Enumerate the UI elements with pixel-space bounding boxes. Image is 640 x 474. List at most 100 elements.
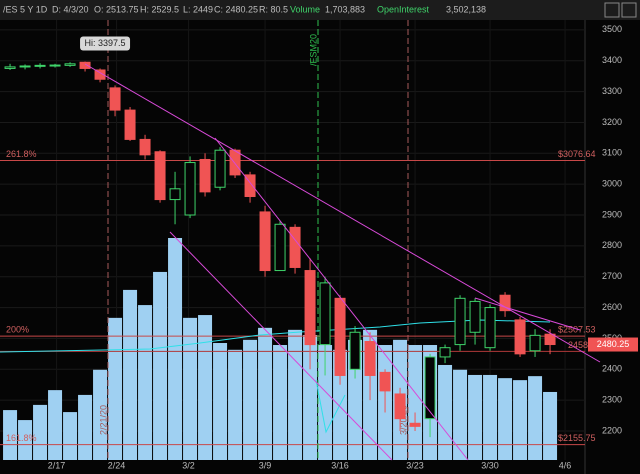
header-bar [0,0,640,20]
candle-body [364,341,376,376]
candle-body [544,333,556,346]
y-tick-label: 2900 [602,209,622,219]
y-tick-label: 2200 [602,425,622,435]
x-tick-label: 3/16 [331,460,349,470]
marker-label: 2/21/20 [98,405,108,435]
volume-bar [438,364,453,460]
trendline [214,137,469,461]
candle-body [529,334,541,352]
candle-body [394,393,406,420]
candle-body [409,422,421,427]
x-tick-label: 2/24 [108,460,126,470]
hdr-low: L: 2449 [183,4,213,14]
volume-bar [258,327,273,460]
candle-body [289,226,301,268]
candle-body [319,282,331,346]
y-tick-label: 3500 [602,24,622,34]
y-tick-label: 2700 [602,271,622,281]
volume-bar [483,374,498,460]
symbol: /ES 5 Y 1D [3,4,48,14]
y-tick-label: 2400 [602,364,622,374]
candle-body [244,174,256,197]
volume-bar [453,369,468,460]
hdr-oi-label: OpenInterest [377,4,430,14]
volume-bar [513,380,528,460]
candle-body [34,64,46,67]
candle-body [349,331,361,370]
price-tag: 2480.25 [597,339,630,349]
expand-icon[interactable] [621,2,637,18]
candle-body [484,307,496,349]
candle-body [49,64,61,67]
volume-bar [198,315,213,460]
candle-body [109,87,121,111]
x-tick-label: 4/6 [559,460,572,470]
volume-bar [318,345,333,460]
x-tick-label: 3/30 [481,460,499,470]
marker-label: /ESM20 [308,34,318,66]
trendline [169,231,393,461]
volume-bar [543,391,558,460]
candle-body [334,297,346,376]
volume-bar [228,349,243,460]
candle-body [79,61,91,69]
volume-bar [213,343,228,460]
y-tick-label: 3200 [602,117,622,127]
volume-bar [18,420,33,460]
trendline [84,63,601,363]
volume-bar [93,369,108,460]
x-tick-label: 3/2 [182,460,195,470]
hdr-volume-label: Volume [290,4,320,14]
hdr-volume: 1,703,883 [325,4,365,14]
candle-body [19,65,31,68]
volume-bar [3,410,18,460]
volume-bar [243,339,258,460]
y-tick-label: 3100 [602,148,622,158]
y-tick-label: 3300 [602,86,622,96]
candle-body [139,138,151,156]
volume-bar [408,345,423,460]
candle-body [379,371,391,392]
volume-bar [288,329,303,460]
hdr-date: D: 4/3/20 [52,4,89,14]
volume-bar [108,317,123,460]
price-tag-box [588,337,638,352]
candle-body [259,211,271,272]
candle-body [424,356,436,420]
y-tick-label: 2300 [602,395,622,405]
volume-bar [48,390,63,460]
volume-bar [273,345,288,460]
candle-body [214,149,226,188]
volume-bar [153,271,168,460]
volume-bar [138,305,153,460]
x-tick-label: 2/17 [48,460,66,470]
trendline [474,297,581,331]
candle-body [154,151,166,201]
y-tick-label: 2800 [602,240,622,250]
candle-body [469,300,481,333]
volume-bar [63,412,78,460]
settings-icon[interactable] [604,2,620,18]
volume-bar [468,374,483,460]
level-name: 200% [6,324,29,334]
volume-bar [78,394,93,460]
candle-body [4,66,16,69]
y-tick-label: 3400 [602,55,622,65]
hdr-range: R: 80.5 [259,4,288,14]
volume-bar [498,378,513,460]
volume-bar [168,238,183,460]
hdr-open: O: 2513.75 [94,4,139,14]
candle-body [184,162,196,216]
y-tick-label: 3000 [602,179,622,189]
volume-bar [33,404,48,460]
candle-body [64,63,76,66]
candle-body [304,270,316,346]
candle-body [439,347,451,358]
price-line-label: 2458 [568,340,588,350]
candle-body [124,109,136,140]
hi-bubble [80,36,131,51]
candle-body [199,158,211,193]
candle-body [514,319,526,355]
x-tick-label: 3/23 [406,460,424,470]
